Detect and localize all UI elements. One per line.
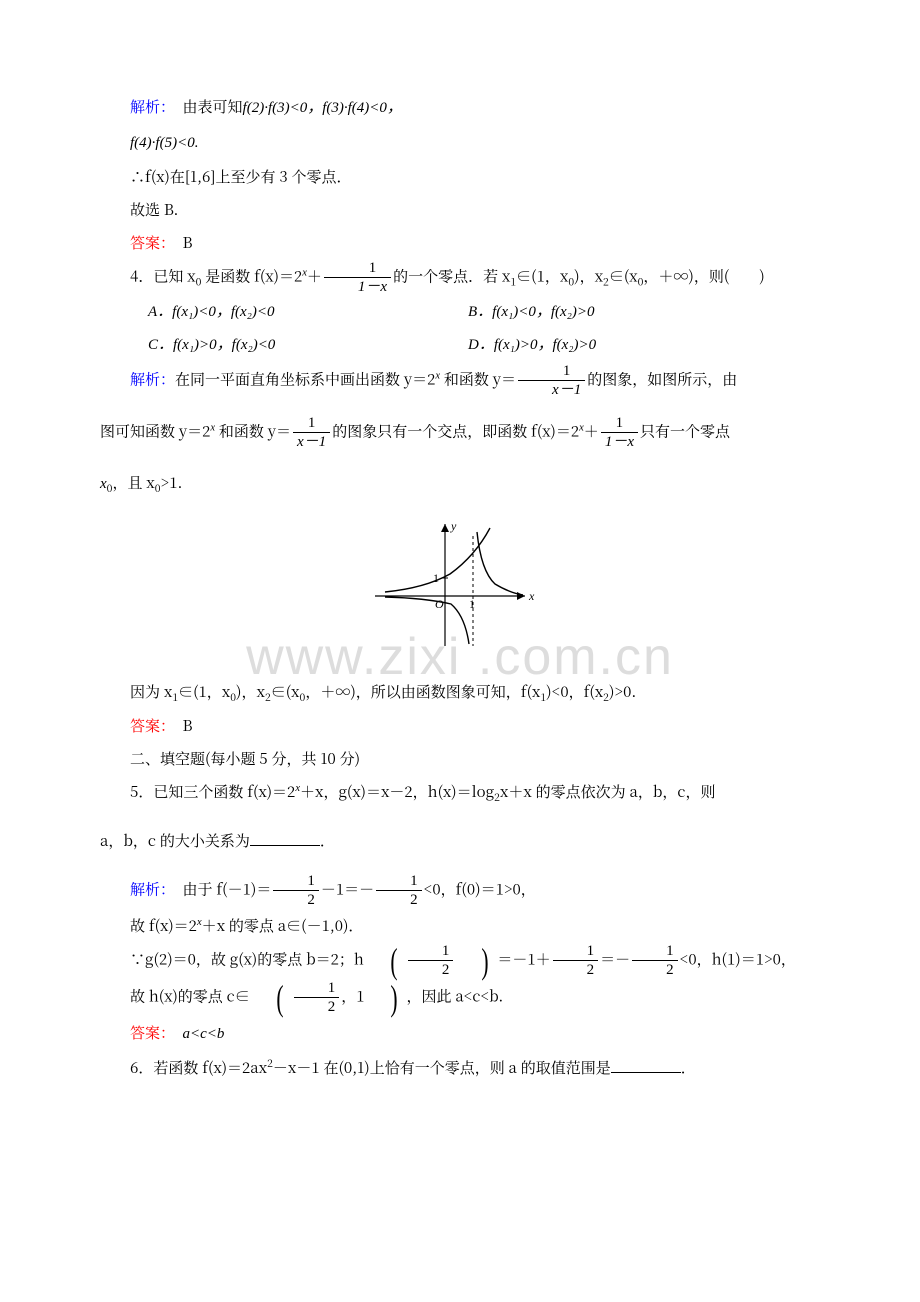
svg-text:O: O [435,597,444,611]
answer-5: 答案： a<c<b [100,1016,800,1051]
explain-label: 解析： [130,368,175,389]
explain-4-line1: 解析：在同一平面直角坐标系中画出函数 y＝2x 和函数 y＝1x－1的图象，如图… [100,362,800,399]
explain-3-line2: f(4)·f(5)<0. [100,125,800,160]
explain-5-line3: ∵g(2)＝0，故 g(x)的零点 b＝2；h(12)＝－1＋12＝－12<0，… [100,942,800,979]
answer-label: 答案： [130,232,168,253]
question-4: 4．已知 x0 是函数 f(x)＝2x＋11－x的一个零点．若 x1∈(1，x0… [100,259,800,296]
explain-3-line1: 解析： 由表可知f(2)·f(3)<0，f(3)·f(4)<0， [100,90,800,125]
svg-text:1: 1 [433,571,439,585]
svg-text:x: x [528,589,535,603]
option-d: D．f(x₁)>0，f(x₂)>0 [468,329,768,362]
answer-4: 答案： B [100,709,800,742]
explain-4-line3: x0，且 x0>1. [100,466,800,501]
explain-label: 解析： [130,96,168,117]
question-6: 6．若函数 f(x)＝2ax2－x－1 在(0,1)上恰有一个零点，则 a 的取… [100,1051,800,1084]
option-b: B．f(x₁)<0，f(x₂)>0 [468,296,768,329]
svg-text:1: 1 [469,597,475,611]
chart-svg: x y O 1 1 [365,516,535,656]
option-c: C．f(x₁)>0，f(x₂)<0 [148,329,468,362]
question-4-options-row2: C．f(x₁)>0，f(x₂)<0 D．f(x₁)>0，f(x₂)>0 [100,329,800,362]
explain-3-line3: ∴f(x)在[1,6]上至少有 3 个零点． [100,160,800,193]
answer-3: 答案： B [100,226,800,259]
explain-4-line4: 因为 x1∈(1，x0)，x2∈(x0，＋∞)，所以由函数图象可知，f(x1)<… [100,675,800,709]
figure-4: x y O 1 1 [100,516,800,667]
explain-4-line2: 图可知函数 y＝2x 和函数 y＝1x－1的图象只有一个交点，即函数 f(x)＝… [100,414,800,451]
explain-3-line4: 故选 B. [100,193,800,226]
svg-text:y: y [450,519,457,533]
explain-5-line1: 解析： 由于 f(－1)＝12－1＝－12<0，f(0)＝1>0， [100,872,800,909]
blank-field [611,1057,681,1073]
explain-5-line2: 故 f(x)＝2x＋x 的零点 a∈(－1,0)． [100,909,800,942]
option-a: A．f(x₁)<0，f(x₂)<0 [148,296,468,329]
question-4-options-row1: A．f(x₁)<0，f(x₂)<0 B．f(x₁)<0，f(x₂)>0 [100,296,800,329]
section-2-title: 二、填空题(每小题 5 分，共 10 分) [100,742,800,775]
explain-5-line4: 故 h(x)的零点 c∈(12，1)，因此 a<c<b. [100,979,800,1016]
blank-field [250,830,320,846]
answer-label: 答案： [130,1022,168,1043]
explain-label: 解析： [130,879,168,900]
question-5-line2: a，b，c 的大小关系为． [100,824,800,857]
answer-label: 答案： [130,715,168,736]
question-5-line1: 5．已知三个函数 f(x)＝2x＋x，g(x)＝x－2，h(x)＝log2x＋x… [100,775,800,809]
